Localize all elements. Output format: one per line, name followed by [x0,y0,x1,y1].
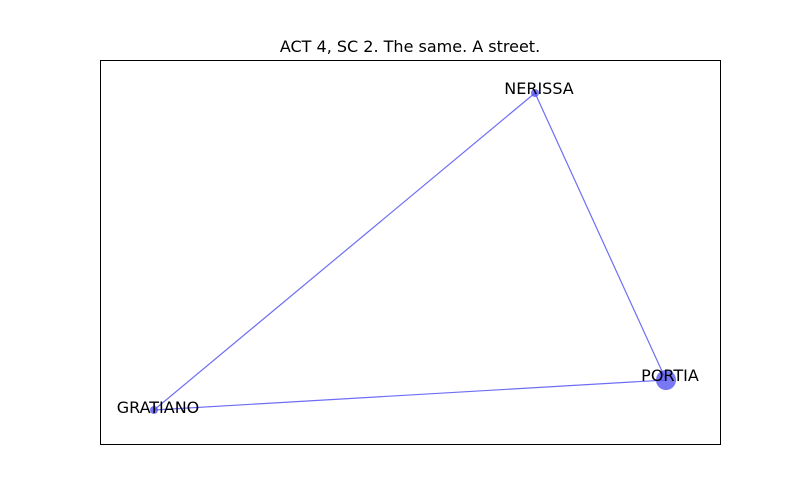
edge-nerissa-gratiano [153,92,536,411]
node-label-gratiano: GRATIANO [117,398,200,417]
graph-title: ACT 4, SC 2. The same. A street. [280,37,540,56]
node-portia [656,370,676,390]
edge-gratiano-portia [153,379,667,411]
node-gratiano [150,406,158,414]
node-nerissa [531,89,539,97]
edges-layer [153,92,667,411]
nodes-layer [150,89,676,414]
plot-frame [100,60,721,445]
labels-layer: NERISSA PORTIA GRATIANO [117,79,699,417]
node-label-nerissa: NERISSA [504,79,574,98]
edge-nerissa-portia [534,92,667,381]
node-label-portia: PORTIA [641,366,699,385]
